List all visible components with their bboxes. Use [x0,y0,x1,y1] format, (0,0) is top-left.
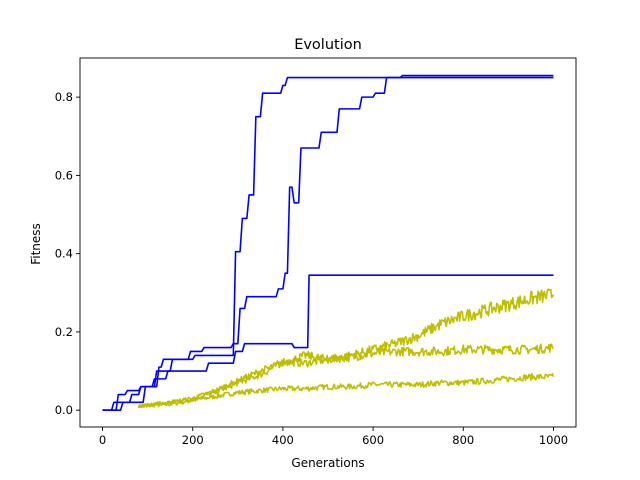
series-line-4 [137,372,555,409]
y-tick-label: 0.2 [55,325,73,339]
y-tick-label: 0.6 [55,168,73,182]
chart-title: Evolution [294,37,362,53]
plot-frame [79,57,577,428]
x-tick-label: 0 [99,433,106,447]
x-tick-label: 1000 [539,433,568,447]
axes-layer: 0 200 400 600 800 1000 0.0 0.2 0.4 0.6 0.8 [55,57,577,447]
y-axis-label: Fitness [29,223,43,265]
x-axis-label: Generations [291,456,364,470]
x-tick-label: 800 [452,433,474,447]
x-tick-label: 200 [182,433,204,447]
x-tick-label: 400 [272,433,294,447]
series-line-5 [137,343,554,408]
y-tick-label: 0.4 [55,247,73,261]
y-tick-label: 0.8 [55,90,73,104]
series-line-1 [102,274,554,411]
series-line-3 [102,74,554,411]
x-tick-label: 600 [362,433,384,447]
y-tick-label: 0.0 [55,403,73,417]
series-line-6 [138,288,555,409]
series-layer [102,74,555,411]
